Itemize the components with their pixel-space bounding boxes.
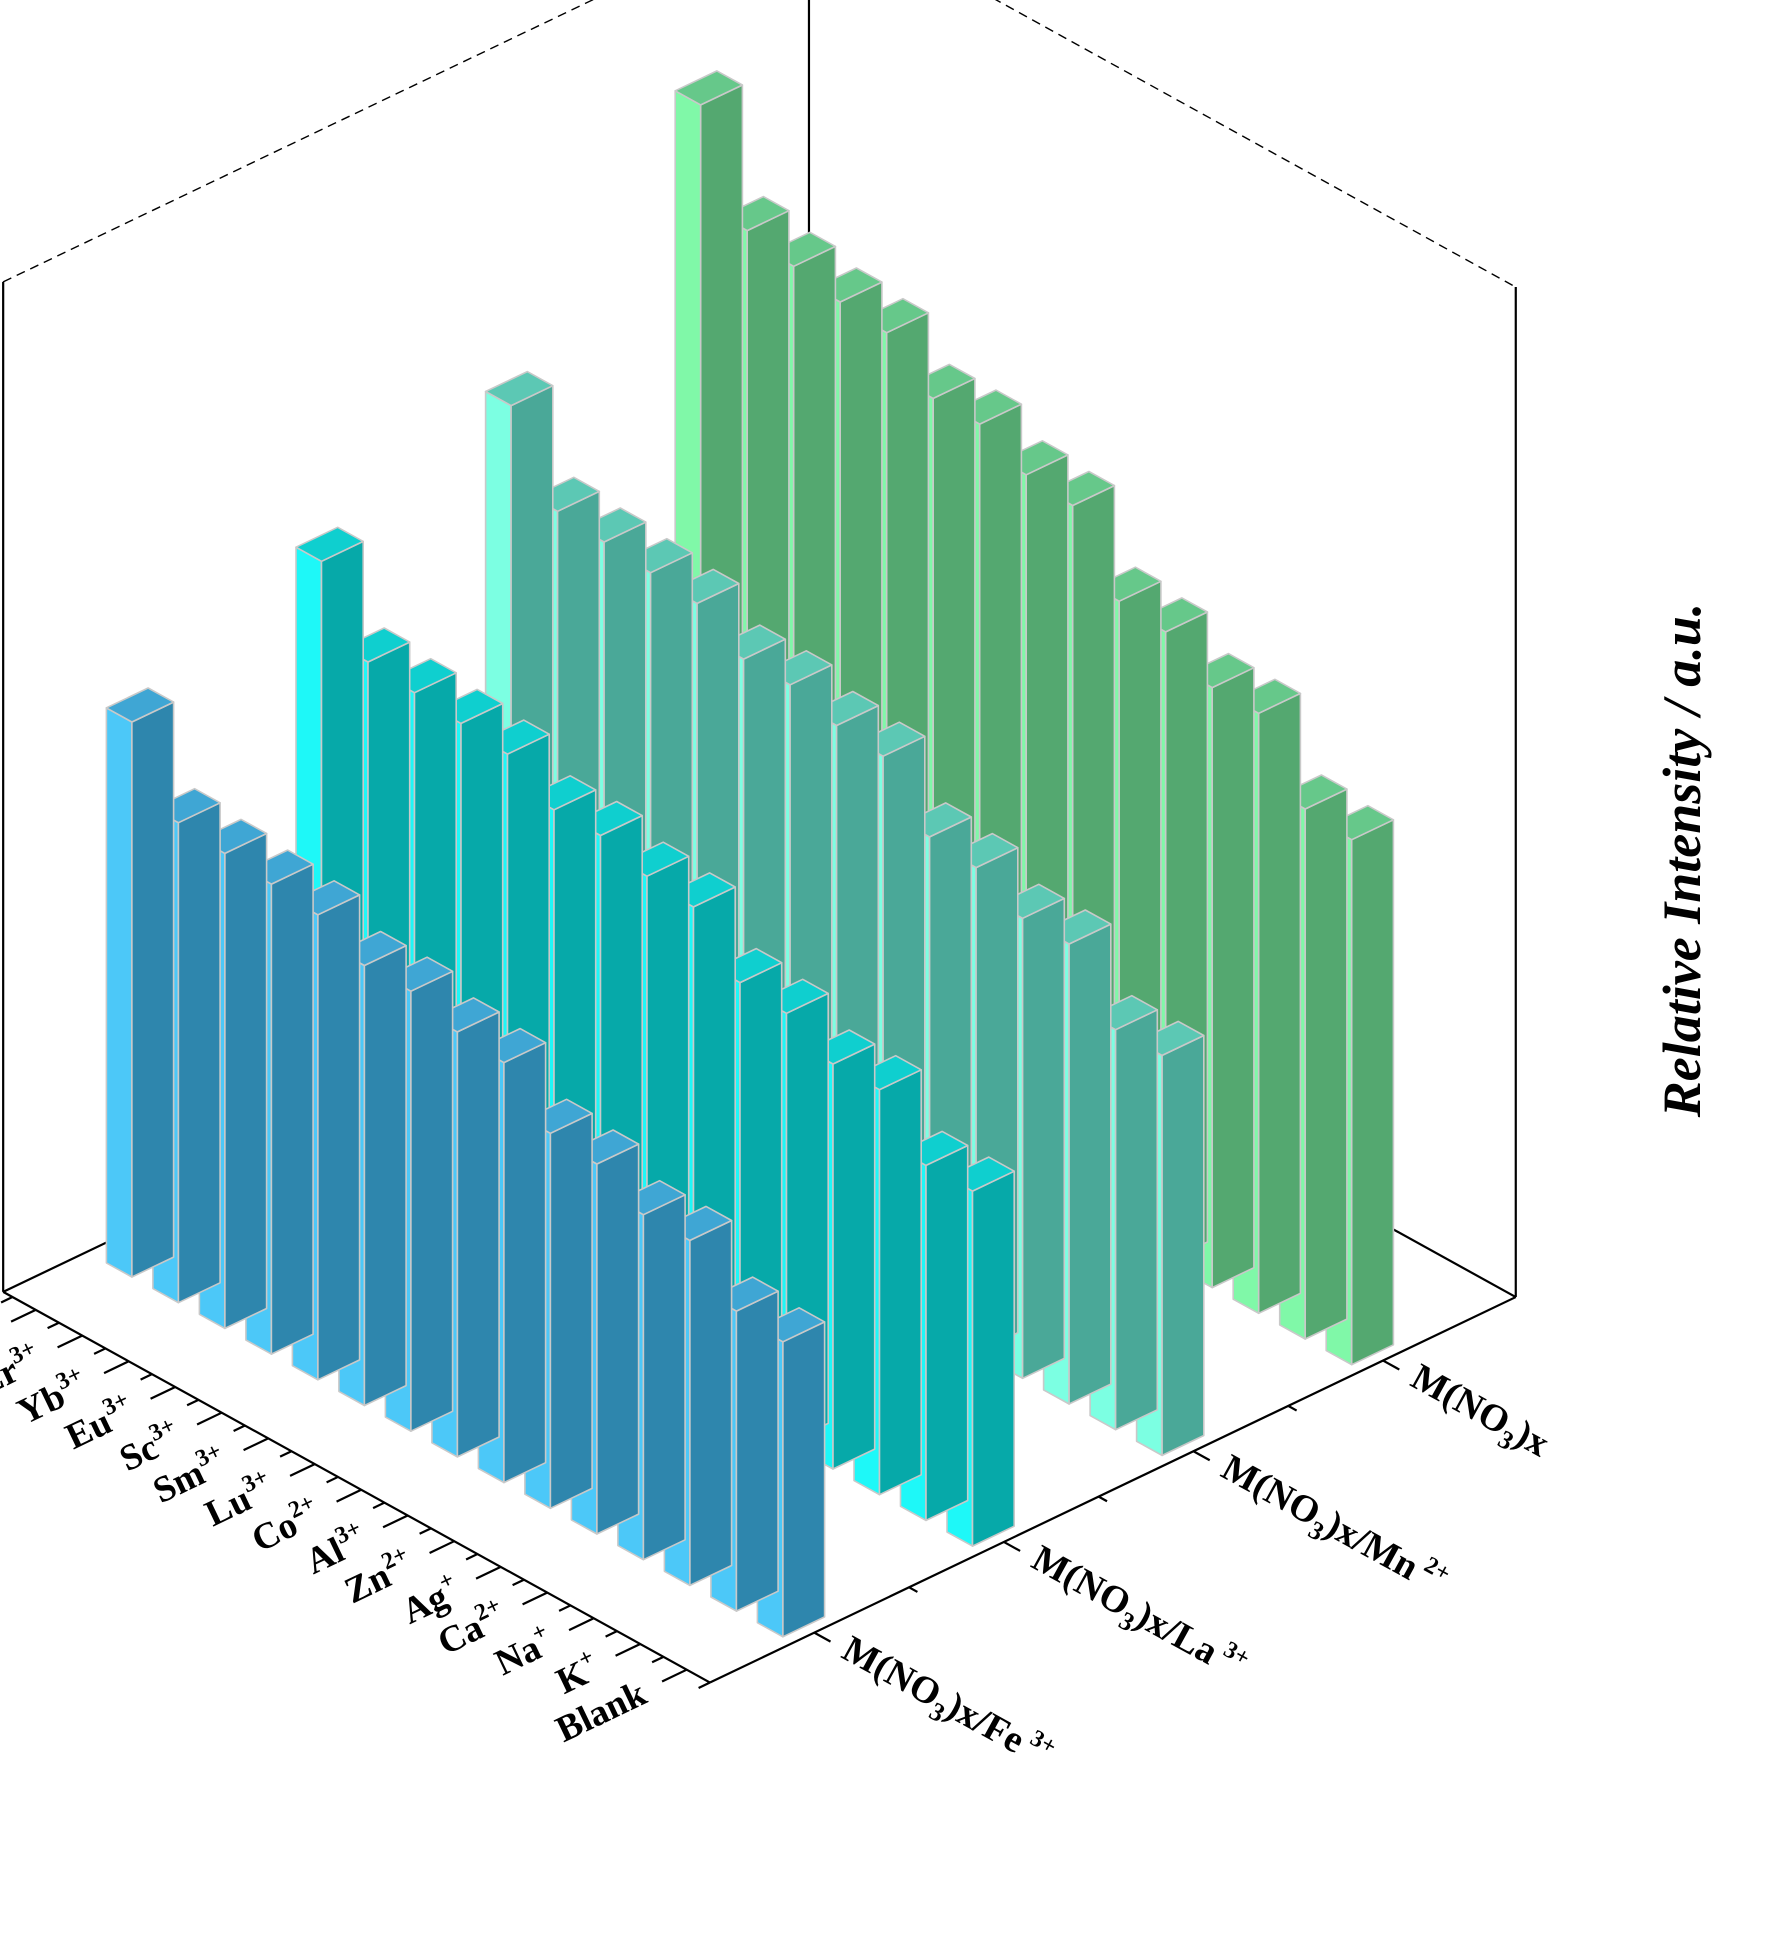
category-major-tick xyxy=(150,1385,176,1400)
category-minor-tick xyxy=(140,1373,153,1381)
bar-side-face xyxy=(878,1069,923,1496)
category-minor-tick xyxy=(605,1630,618,1638)
z-axis-title: Relative Intensity / a.u. xyxy=(1652,603,1712,1119)
bar-top-face xyxy=(484,370,554,407)
series-label-1: M(NO3)x/La3+ xyxy=(1022,1535,1254,1695)
category-minor-tick xyxy=(512,1578,525,1587)
category-minor-tick xyxy=(186,1398,199,1407)
bar-top-face xyxy=(105,687,175,723)
category-minor-tick xyxy=(651,1655,664,1664)
series-label-3: M(NO3)x xyxy=(1401,1356,1556,1471)
bar-front-face xyxy=(105,707,133,1278)
series-major-tick xyxy=(1003,1540,1021,1552)
category-major-tick xyxy=(10,1308,37,1323)
bar-side-face xyxy=(689,1219,733,1587)
category-major-tick xyxy=(196,1411,223,1426)
top-right-edge xyxy=(994,0,1517,288)
bar-side-face xyxy=(1304,788,1348,1340)
bar-top-face xyxy=(295,526,365,563)
category-minor-tick xyxy=(326,1475,339,1484)
category-major-tick xyxy=(522,1591,548,1606)
category-axis-line xyxy=(2,1290,711,1684)
category-major-tick xyxy=(429,1540,455,1554)
bar-side-face xyxy=(1211,666,1255,1289)
category-minor-tick xyxy=(47,1321,60,1330)
bar-side-face xyxy=(832,1043,876,1470)
category-label-12: Na+ xyxy=(487,1618,560,1684)
bar-side-face xyxy=(131,701,175,1278)
category-minor-tick xyxy=(372,1501,385,1510)
bar-side-face xyxy=(1021,897,1066,1380)
series-minor-tick xyxy=(1287,1404,1298,1412)
category-major-tick xyxy=(289,1463,316,1477)
bars-group xyxy=(105,70,1395,1638)
category-major-tick xyxy=(475,1565,502,1580)
bar-side-face xyxy=(1257,692,1302,1315)
category-minor-tick xyxy=(465,1553,478,1561)
series-major-tick xyxy=(1382,1359,1400,1371)
category-major-tick xyxy=(57,1334,83,1349)
bar-side-face xyxy=(782,1321,826,1638)
bar-0-0 xyxy=(105,687,175,1278)
bar-side-face xyxy=(1068,923,1112,1405)
bar-side-face xyxy=(317,894,361,1381)
bar-side-face xyxy=(925,1144,969,1522)
bar-side-face xyxy=(410,970,454,1432)
bar-side-face xyxy=(503,1041,547,1484)
series-major-tick xyxy=(1192,1450,1211,1462)
category-minor-tick xyxy=(0,1296,13,1304)
bar-side-face xyxy=(456,1011,500,1458)
category-major-tick xyxy=(615,1642,641,1657)
category-major-tick xyxy=(661,1668,688,1683)
series-major-tick xyxy=(813,1631,832,1643)
bar-side-face xyxy=(971,1170,1016,1547)
bar-side-face xyxy=(1350,818,1395,1366)
bar-top-face xyxy=(674,70,744,106)
bar-side-face xyxy=(642,1194,686,1561)
category-minor-tick xyxy=(279,1450,292,1458)
category-minor-tick xyxy=(419,1527,432,1535)
tick-marks xyxy=(0,1296,1400,1689)
bar-side-face xyxy=(270,863,314,1355)
category-major-tick xyxy=(103,1360,130,1375)
category-major-tick xyxy=(336,1488,362,1503)
bar-side-face xyxy=(1114,1008,1159,1431)
series-axis-line xyxy=(709,1296,1517,1684)
series-minor-tick xyxy=(908,1586,918,1593)
category-minor-tick xyxy=(233,1424,246,1432)
category-minor-tick xyxy=(558,1604,571,1612)
bar-side-face xyxy=(596,1143,640,1535)
bar-side-face xyxy=(735,1290,779,1612)
category-minor-tick xyxy=(698,1681,711,1689)
bar-side-face xyxy=(549,1112,593,1510)
series-label-0: M(NO3)x/Fe3+ xyxy=(832,1625,1061,1783)
category-major-tick xyxy=(568,1617,595,1632)
bar-side-face xyxy=(177,801,221,1304)
category-minor-tick xyxy=(93,1347,106,1355)
bar-side-face xyxy=(224,832,268,1330)
bar-side-face xyxy=(1161,1034,1205,1457)
bar-side-face xyxy=(363,944,407,1407)
series-label-2: M(NO3)x/Mn2+ xyxy=(1211,1444,1455,1610)
category-major-tick xyxy=(382,1514,409,1529)
series-minor-tick xyxy=(1098,1495,1108,1503)
category-major-tick xyxy=(243,1437,269,1452)
